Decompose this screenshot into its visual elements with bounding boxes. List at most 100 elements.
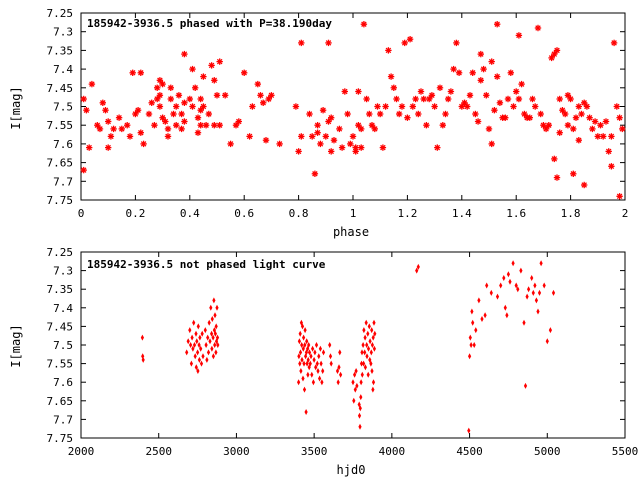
phased-data-point (515, 95, 523, 103)
phased-data-point (588, 125, 597, 133)
light-curve-plot-ylabel: I[mag] (9, 324, 23, 367)
phased-data-point (210, 76, 219, 85)
phased-data-point (384, 46, 393, 55)
phased-data-point (564, 121, 572, 130)
phased-data-point (136, 128, 145, 137)
phased-data-point (452, 39, 461, 47)
light-curve-data-point (467, 427, 471, 434)
light-curve-data-point (319, 360, 323, 367)
phased-data-point (234, 117, 243, 126)
light-curve-data-point (477, 297, 481, 304)
phased-data-point (550, 155, 559, 163)
light-curve-data-point (503, 304, 507, 311)
phased-data-point (172, 102, 181, 111)
light-curve-data-point (198, 334, 202, 341)
phased-data-point (321, 132, 330, 141)
light-curve-data-point (328, 342, 332, 348)
phased-data-point (370, 125, 379, 133)
phased-data-point (139, 140, 148, 148)
light-curve-data-point (472, 342, 476, 348)
light-curve-data-point (304, 409, 308, 415)
light-curve-data-point (197, 356, 201, 363)
light-curve-data-point (210, 316, 214, 322)
light-curve-ytick-label: 7.5 (53, 339, 73, 352)
light-curve-xtick-label: 3500 (301, 445, 328, 458)
light-curve-data-point (536, 308, 540, 315)
phased-data-point (474, 117, 482, 126)
light-curve-data-point (366, 330, 370, 337)
light-curve-data-point (495, 293, 500, 300)
phased-data-point (612, 102, 621, 111)
phased-data-point (387, 72, 395, 81)
phased-data-point (240, 68, 249, 77)
phased-xtick-label: 2 (622, 207, 629, 220)
phased-data-point (194, 113, 202, 122)
light-curve-data-point (469, 342, 473, 348)
light-curve-data-point (302, 360, 306, 367)
phased-data-point (577, 110, 586, 118)
phased-data-point (610, 39, 618, 47)
light-curve-data-point (312, 356, 316, 363)
light-curve-data-point (363, 334, 367, 341)
phased-ytick-label: 7.6 (53, 138, 73, 151)
phased-data-point (525, 113, 534, 122)
light-curve-data-point (368, 338, 372, 345)
phased-data-point (574, 102, 583, 111)
phased-data-point (101, 106, 110, 115)
light-curve-data-point (545, 338, 549, 345)
light-curve-data-point (310, 371, 314, 378)
light-curve-data-point (357, 412, 362, 419)
phased-data-point (504, 95, 512, 103)
phased-ytick-label: 7.65 (47, 157, 74, 170)
light-curve-data-point (203, 327, 207, 334)
light-curve-data-point (189, 342, 193, 348)
light-curve-ytick-label: 7.45 (47, 320, 74, 333)
phased-data-point (455, 68, 463, 77)
phased-data-point (572, 113, 580, 122)
light-curve-data-point (193, 353, 197, 360)
phased-data-point (153, 83, 162, 92)
light-curve-data-point (140, 334, 144, 341)
phased-data-point (161, 117, 170, 126)
phased-data-point (104, 117, 113, 126)
phased-data-point (134, 106, 142, 115)
phased-data-point (82, 106, 91, 115)
light-curve-data-point (301, 375, 305, 382)
light-curve-xtick-label: 3000 (223, 445, 250, 458)
phased-data-point (346, 140, 355, 148)
light-curve-data-point (189, 360, 193, 367)
light-curve-data-point (320, 379, 324, 386)
light-curve-data-point (372, 319, 376, 326)
light-curve-data-point (211, 353, 215, 360)
phased-data-point (204, 110, 213, 118)
phased-data-point (98, 98, 107, 107)
light-curve-data-point (365, 353, 369, 360)
phased-data-point (392, 95, 401, 103)
phased-data-point (262, 136, 270, 145)
light-curve-data-point (297, 379, 301, 386)
light-curve-data-point (539, 260, 543, 267)
phased-data-point (509, 102, 518, 111)
light-curve-data-point (318, 375, 322, 382)
phased-data-point (574, 136, 583, 145)
phased-data-point (175, 91, 183, 100)
light-curve-data-point (336, 379, 340, 386)
phased-data-point (292, 102, 300, 111)
light-curve-data-point (537, 289, 542, 296)
light-curve-data-point (533, 282, 537, 289)
phased-data-point (553, 46, 561, 55)
phased-data-point (534, 24, 542, 32)
light-curve-xtick-label: 5000 (534, 445, 561, 458)
light-curve-xtick-label: 4500 (456, 445, 483, 458)
phased-data-point (599, 132, 608, 141)
phased-data-point (335, 125, 344, 133)
phased-data-point (360, 20, 368, 29)
light-curve-data-point (215, 304, 219, 311)
light-curve-data-point (370, 368, 374, 374)
phased-data-point (561, 110, 570, 118)
light-curve-data-point (505, 312, 509, 319)
phased-data-point (403, 113, 412, 122)
phased-data-point (104, 143, 113, 152)
phased-data-point (493, 72, 502, 81)
